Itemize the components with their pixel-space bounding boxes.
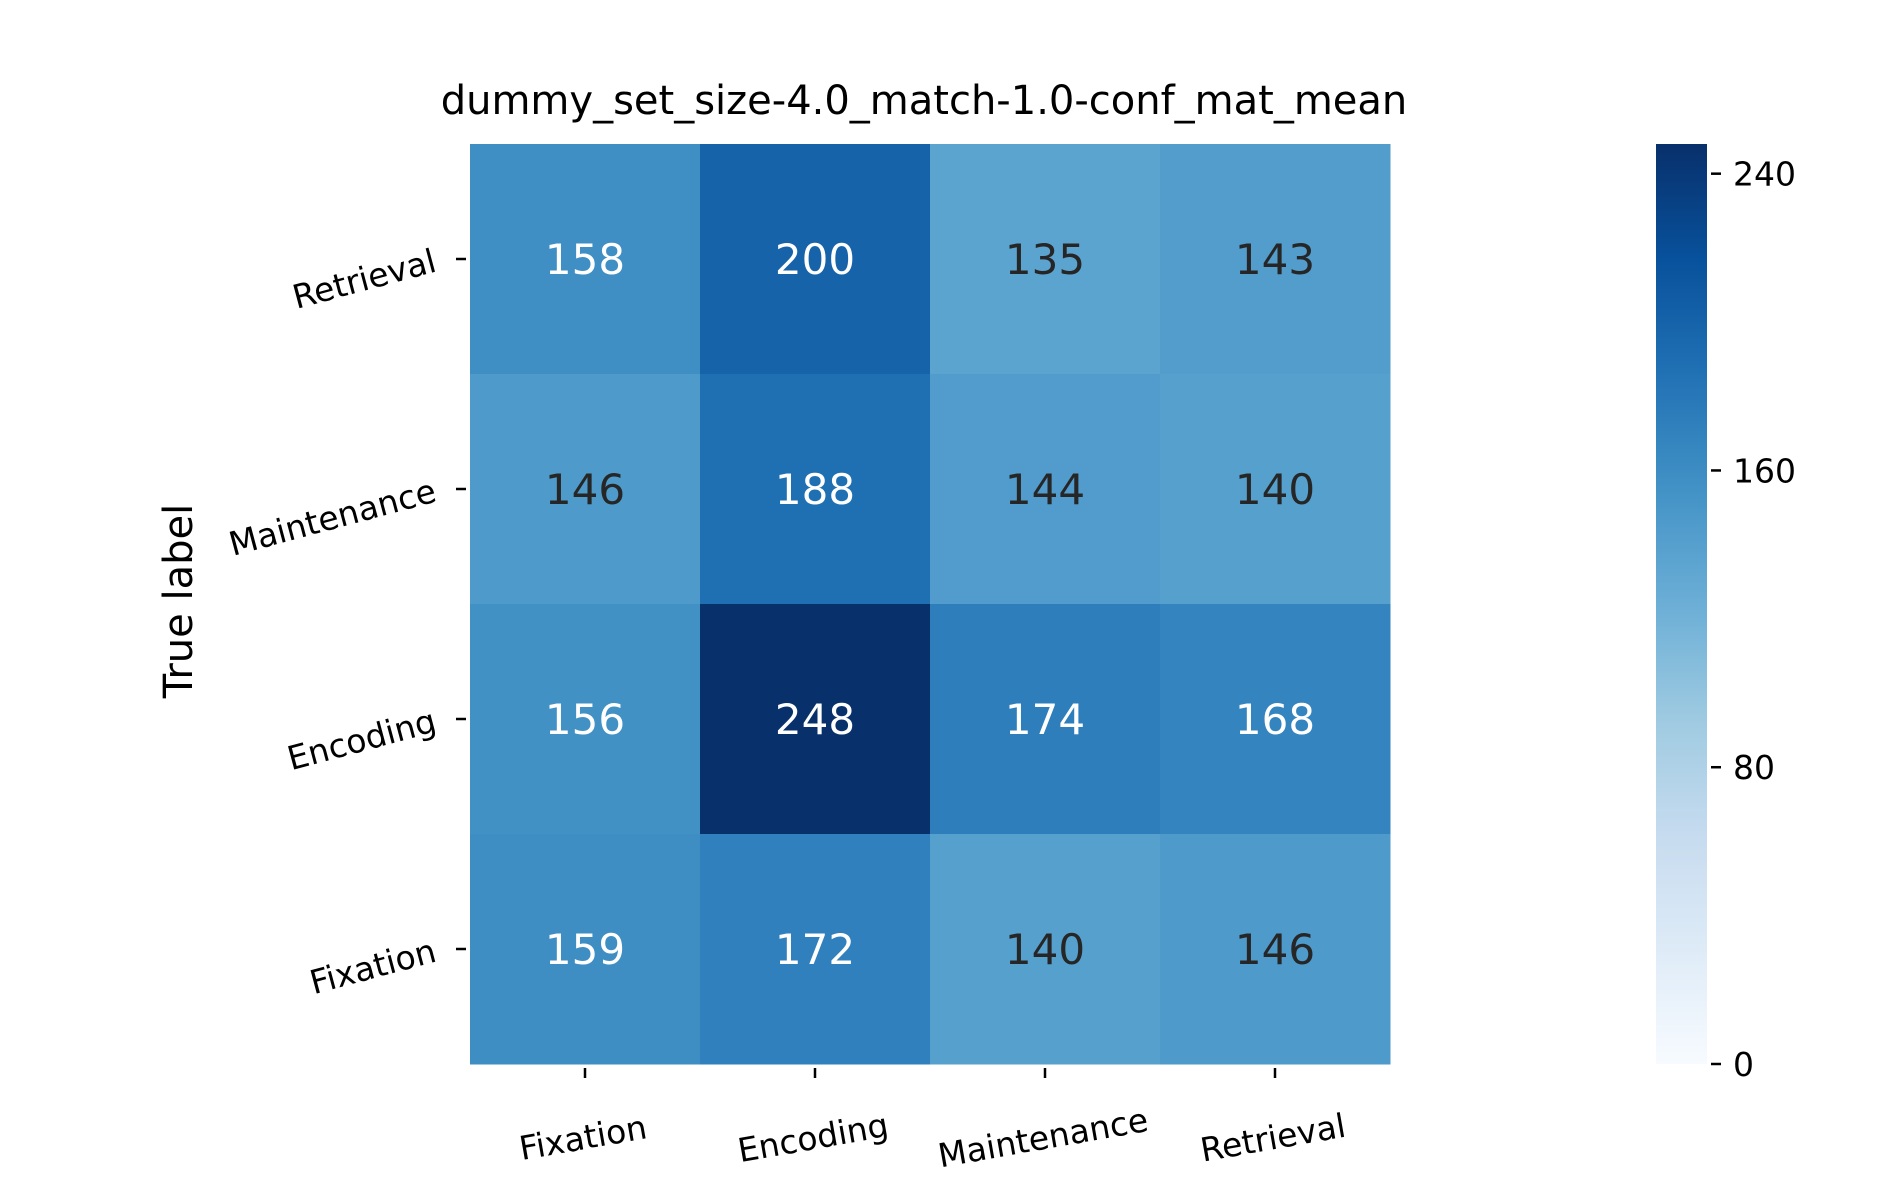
heatmap-cell xyxy=(700,834,931,1065)
colorbar-tick-label: 240 xyxy=(1733,155,1796,194)
heatmap-cell-label: 174 xyxy=(1005,695,1085,744)
heatmap-cell-label: 144 xyxy=(1005,465,1085,514)
heatmap-cell-label: 146 xyxy=(545,465,625,514)
heatmap-cell xyxy=(700,374,931,605)
y-tick-label: Fixation xyxy=(306,931,440,1002)
heatmap-cell xyxy=(700,604,931,835)
heatmap-cell-label: 135 xyxy=(1005,235,1085,284)
heatmap-cell-label: 159 xyxy=(545,925,625,974)
heatmap-cell xyxy=(470,374,701,605)
heatmap-cell-labels: 158 200 135 143 146 188 144 140 156 248 174 168 159 1… xyxy=(545,235,1315,974)
colorbar-tick-label: 160 xyxy=(1733,451,1796,490)
colorbar-tick-label: 0 xyxy=(1733,1045,1754,1084)
heatmap-cell-label: 158 xyxy=(545,235,625,284)
heatmap-cell xyxy=(1160,374,1391,605)
x-tick-label: Retrieval xyxy=(1197,1106,1348,1170)
colorbar xyxy=(1656,144,1707,1064)
y-tick-label: Encoding xyxy=(283,701,440,778)
heatmap-cell xyxy=(930,374,1161,605)
heatmap-cell-label: 172 xyxy=(775,925,855,974)
colorbar-gradient xyxy=(1656,144,1707,1064)
heatmap-cell-label: 200 xyxy=(775,235,855,284)
heatmap-cell xyxy=(930,144,1161,375)
x-tick-label: Encoding xyxy=(735,1105,892,1170)
colorbar-ticks: 0 80 160 240 xyxy=(1711,155,1796,1084)
x-tick-label: Fixation xyxy=(516,1107,650,1168)
heatmap-cell-label: 248 xyxy=(775,695,855,744)
heatmap-cell-label: 140 xyxy=(1235,465,1315,514)
heatmap-cell xyxy=(1160,144,1391,375)
y-tick-label: Maintenance xyxy=(225,471,440,564)
heatmap-cell xyxy=(470,834,701,1065)
y-axis: Retrieval Maintenance Encoding Fixation xyxy=(225,241,466,1002)
heatmap-cell-label: 188 xyxy=(775,465,855,514)
heatmap-cell xyxy=(930,834,1161,1065)
heatmap-cell xyxy=(470,604,701,835)
heatmap-cell-label: 146 xyxy=(1235,925,1315,974)
heatmap-cells xyxy=(470,144,1391,1065)
heatmap-cell xyxy=(930,604,1161,835)
heatmap-cell xyxy=(470,144,701,375)
heatmap-cell xyxy=(1160,604,1391,835)
heatmap-cell xyxy=(1160,834,1391,1065)
heatmap-cell-label: 156 xyxy=(545,695,625,744)
chart-title: dummy_set_size-4.0_match-1.0-conf_mat_me… xyxy=(441,78,1408,124)
y-tick-label: Retrieval xyxy=(288,241,440,317)
colorbar-tick-label: 80 xyxy=(1733,748,1775,787)
heatmap-cell-label: 143 xyxy=(1235,235,1315,284)
y-axis-label: True label xyxy=(156,504,202,699)
heatmap-cell-label: 140 xyxy=(1005,925,1085,974)
heatmap-cell-label: 168 xyxy=(1235,695,1315,744)
x-tick-label: Maintenance xyxy=(935,1100,1151,1175)
heatmap-cell xyxy=(700,144,931,375)
x-axis: Fixation Encoding Maintenance Retrieval xyxy=(516,1068,1349,1175)
